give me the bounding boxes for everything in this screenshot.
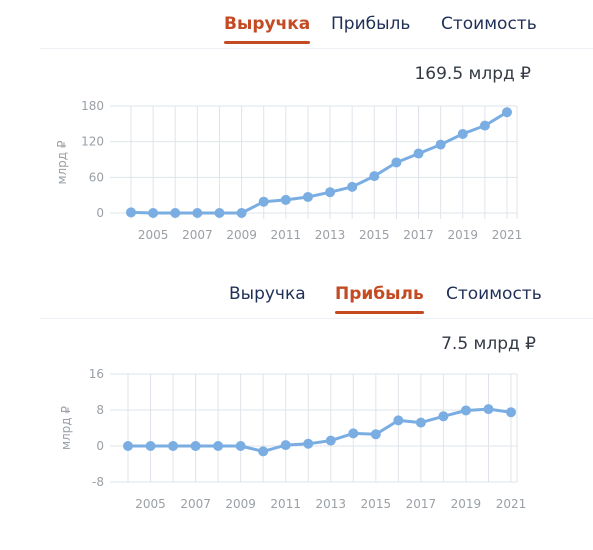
y-tick-label: 0 <box>96 439 104 453</box>
x-tick-label: 2007 <box>180 497 211 511</box>
data-point <box>483 404 494 415</box>
data-point <box>438 411 449 422</box>
data-point <box>126 207 136 218</box>
data-point <box>190 441 201 451</box>
data-point <box>479 120 490 131</box>
x-tick-label: 2013 <box>315 497 346 511</box>
tab-profit[interactable]: Прибыль <box>331 14 410 34</box>
x-tick-label: 2015 <box>361 497 392 511</box>
y-tick-label: 16 <box>89 367 104 381</box>
x-tick-label: 2009 <box>225 497 256 511</box>
tab-value[interactable]: Стоимость <box>441 14 537 34</box>
data-point <box>302 191 313 202</box>
y-tick-label: 8 <box>96 403 104 417</box>
data-point <box>325 435 336 446</box>
data-point <box>280 194 291 205</box>
revenue-value: 169.5 млрд ₽ <box>414 64 531 84</box>
data-point <box>258 196 269 207</box>
data-point <box>435 139 446 150</box>
y-axis-label: млрд ₽ <box>59 406 73 450</box>
x-tick-label: 2017 <box>406 497 437 511</box>
x-tick-label: 2019 <box>447 228 478 242</box>
data-point <box>303 438 314 449</box>
tab-value[interactable]: Стоимость <box>446 284 542 304</box>
tab-label: Стоимость <box>446 284 542 304</box>
data-point <box>148 208 159 218</box>
x-tick-label: 2007 <box>182 228 213 242</box>
x-tick-label: 2005 <box>138 228 169 242</box>
x-tick-label: 2005 <box>135 497 166 511</box>
y-axis-label: млрд ₽ <box>55 140 69 184</box>
tab-revenue[interactable]: Выручка <box>229 284 306 304</box>
series-line <box>130 110 508 215</box>
data-point <box>348 428 359 439</box>
tabs-divider <box>40 318 593 319</box>
data-point <box>347 181 358 192</box>
data-point <box>415 417 426 428</box>
data-point <box>214 208 225 218</box>
x-tick-label: 2017 <box>403 228 434 242</box>
data-point <box>192 208 203 218</box>
tab-label: Выручка <box>229 284 306 304</box>
data-point <box>393 415 404 426</box>
y-tick-label: 60 <box>89 170 104 184</box>
data-point <box>457 128 468 139</box>
data-point <box>325 187 336 198</box>
x-tick-label: 2011 <box>270 497 301 511</box>
tabs-divider <box>40 48 593 49</box>
data-point <box>123 441 133 451</box>
x-tick-label: 2015 <box>359 228 390 242</box>
tab-label: Прибыль <box>331 14 411 34</box>
series-line <box>128 407 512 453</box>
tab-label: Стоимость <box>441 14 537 34</box>
revenue-chart: 0 60 120 180 2005 2007 2009 2011 2013 2015 2017 201… <box>55 99 523 242</box>
tab-profit[interactable]: Прибыль <box>335 284 424 314</box>
data-point <box>258 446 269 457</box>
y-tick-label: -8 <box>92 475 104 489</box>
data-point <box>170 208 181 218</box>
data-point <box>502 107 512 118</box>
data-point <box>168 441 179 451</box>
data-point <box>280 440 291 451</box>
x-tick-label: 2021 <box>492 228 523 242</box>
data-point <box>145 441 156 451</box>
tab-active-underline <box>224 41 311 44</box>
data-point <box>235 441 246 451</box>
data-point <box>460 405 471 416</box>
data-point <box>413 148 424 159</box>
tab-label: Прибыль <box>335 284 424 304</box>
metric-tabs-profit-panel: Выручка Прибыль Стоимость <box>0 284 593 324</box>
x-tick-label: 2021 <box>496 497 527 511</box>
data-point <box>506 407 516 418</box>
y-tick-label: 0 <box>96 206 104 220</box>
data-point <box>369 171 380 182</box>
tab-active-underline <box>335 311 424 314</box>
y-tick-label: 180 <box>81 99 104 113</box>
x-tick-label: 2013 <box>315 228 346 242</box>
x-tick-label: 2019 <box>451 497 482 511</box>
data-point <box>370 429 381 440</box>
x-tick-label: 2009 <box>226 228 257 242</box>
metric-tabs-revenue-panel: Выручка Прибыль Стоимость <box>0 14 593 54</box>
y-tick-label: 120 <box>81 135 104 149</box>
profit-chart: -8 0 8 16 2005 2007 2009 2011 2013 2015 2017 2019 20… <box>59 367 527 511</box>
tab-revenue[interactable]: Выручка <box>224 14 311 44</box>
data-point <box>236 208 247 218</box>
data-point <box>213 441 224 451</box>
tab-label: Выручка <box>224 14 311 34</box>
data-point <box>391 157 402 168</box>
x-tick-label: 2011 <box>271 228 302 242</box>
profit-value: 7.5 млрд ₽ <box>441 334 536 354</box>
